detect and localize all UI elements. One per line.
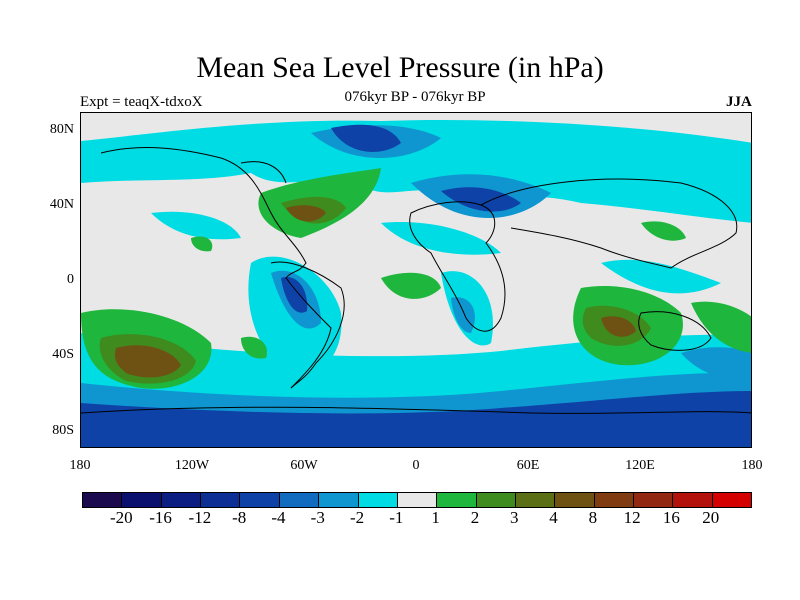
colorbar-label: 16 — [662, 508, 680, 527]
colorbar-label: -3 — [310, 508, 325, 527]
pressure-map — [80, 112, 752, 448]
colorbar-box — [358, 493, 398, 507]
lon-label-60w: 60W — [290, 458, 318, 473]
colorbar-label: 20 — [702, 508, 720, 527]
colorbar — [82, 492, 752, 508]
colorbar-label: -2 — [349, 508, 365, 527]
lon-label-180e: 180 — [741, 458, 763, 473]
colorbar-box — [240, 493, 280, 507]
colorbar-box — [437, 493, 477, 507]
colorbar-label: 3 — [509, 508, 519, 527]
chart-subtitle: 076kyr BP - 076kyr BP — [344, 89, 486, 105]
colorbar-box — [83, 493, 123, 507]
lat-label-40n: 40N — [49, 197, 74, 212]
colorbar-box — [673, 493, 713, 507]
colorbar-box — [279, 493, 320, 507]
colorbar-label: -16 — [149, 508, 172, 527]
colorbar-box — [712, 493, 752, 507]
lon-label-60e: 60E — [516, 458, 540, 473]
lat-label-80s: 80S — [52, 423, 74, 438]
colorbar-label: -8 — [232, 508, 247, 527]
lat-label-80n: 80N — [49, 122, 74, 137]
colorbar-label: 12 — [623, 508, 641, 527]
colorbar-label: 2 — [470, 508, 480, 527]
lon-label-0: 0 — [412, 458, 420, 473]
lon-label-180w: 180 — [69, 458, 91, 473]
colorbar-box — [319, 493, 359, 507]
chart-title: Mean Sea Level Pressure (in hPa) — [196, 51, 604, 84]
anomaly-minus4-regions — [81, 124, 751, 447]
coastlines — [81, 147, 751, 414]
lat-label-equator: 0 — [67, 272, 74, 287]
colorbar-label: 4 — [549, 508, 558, 527]
colorbar-label: -1 — [389, 508, 404, 527]
season-label: JJA — [726, 94, 752, 110]
colorbar-box — [634, 493, 674, 507]
colorbar-label: 8 — [588, 508, 598, 527]
lon-label-120e: 120E — [625, 458, 655, 473]
experiment-label: Expt = teaqX-tdxoX — [80, 94, 203, 110]
colorbar-label: -12 — [188, 508, 212, 527]
colorbar-box — [594, 493, 635, 507]
lon-label-120w: 120W — [174, 458, 210, 473]
colorbar-label: -20 — [109, 508, 133, 527]
anomaly-plus4-regions — [114, 205, 636, 378]
lat-label-40s: 40S — [52, 347, 74, 362]
colorbar-box — [476, 493, 516, 507]
colorbar-box — [122, 493, 162, 507]
colorbar-label: 1 — [431, 508, 440, 527]
colorbar-label: -4 — [271, 508, 286, 527]
colorbar-box — [201, 493, 241, 507]
colorbar-box — [161, 493, 202, 507]
map-svg — [81, 120, 751, 447]
colorbar-box — [515, 493, 556, 507]
colorbar-box — [397, 493, 438, 507]
colorbar-box — [555, 493, 595, 507]
